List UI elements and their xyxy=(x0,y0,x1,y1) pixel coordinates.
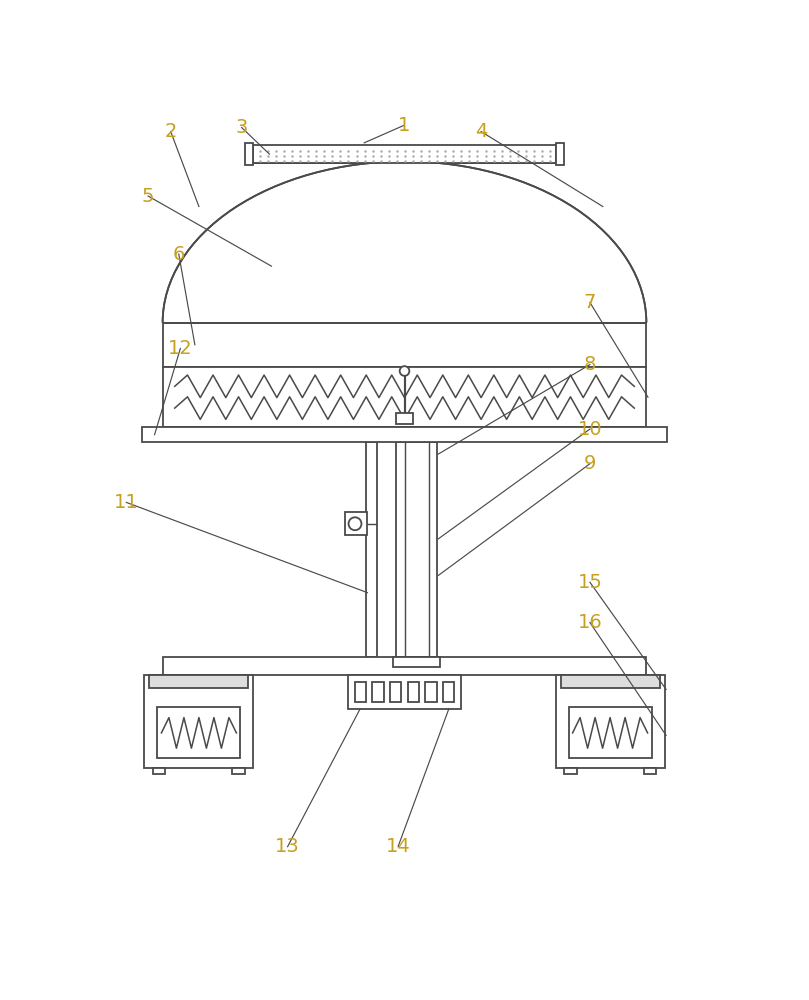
Text: 11: 11 xyxy=(114,493,138,512)
Bar xyxy=(153,768,166,774)
Text: 6: 6 xyxy=(172,245,185,264)
Text: 1: 1 xyxy=(398,116,411,135)
Bar xyxy=(158,707,240,758)
Polygon shape xyxy=(163,161,646,323)
Text: 10: 10 xyxy=(578,420,602,439)
Bar xyxy=(345,512,367,535)
Text: 3: 3 xyxy=(235,118,248,137)
Bar xyxy=(142,427,667,442)
Bar xyxy=(348,675,461,709)
Text: 9: 9 xyxy=(584,454,596,473)
Bar xyxy=(556,143,564,165)
Bar xyxy=(408,682,419,702)
Bar xyxy=(163,657,646,675)
Bar xyxy=(354,682,366,702)
Bar xyxy=(245,143,253,165)
Bar xyxy=(150,675,248,688)
Text: 14: 14 xyxy=(386,837,410,856)
Text: 13: 13 xyxy=(275,837,300,856)
Bar xyxy=(390,682,401,702)
Text: 4: 4 xyxy=(475,122,487,141)
Bar xyxy=(569,707,651,758)
Text: 2: 2 xyxy=(164,122,177,141)
Bar xyxy=(643,768,656,774)
Text: 15: 15 xyxy=(578,573,603,592)
Bar xyxy=(396,442,437,657)
Text: 5: 5 xyxy=(142,187,155,206)
Bar xyxy=(564,768,577,774)
Bar xyxy=(396,413,413,424)
Text: 16: 16 xyxy=(578,613,603,632)
Bar xyxy=(372,682,383,702)
Bar xyxy=(556,675,664,768)
Bar xyxy=(561,675,659,688)
Bar xyxy=(145,675,253,768)
Bar xyxy=(393,657,440,667)
Bar xyxy=(366,442,377,657)
Text: 7: 7 xyxy=(584,293,596,312)
Bar xyxy=(232,768,245,774)
Bar xyxy=(443,682,455,702)
Circle shape xyxy=(400,366,409,376)
Bar xyxy=(163,367,646,427)
Text: 8: 8 xyxy=(584,355,596,374)
Text: 12: 12 xyxy=(168,339,193,358)
Bar xyxy=(426,682,437,702)
Bar xyxy=(163,323,646,367)
Bar xyxy=(253,145,556,163)
